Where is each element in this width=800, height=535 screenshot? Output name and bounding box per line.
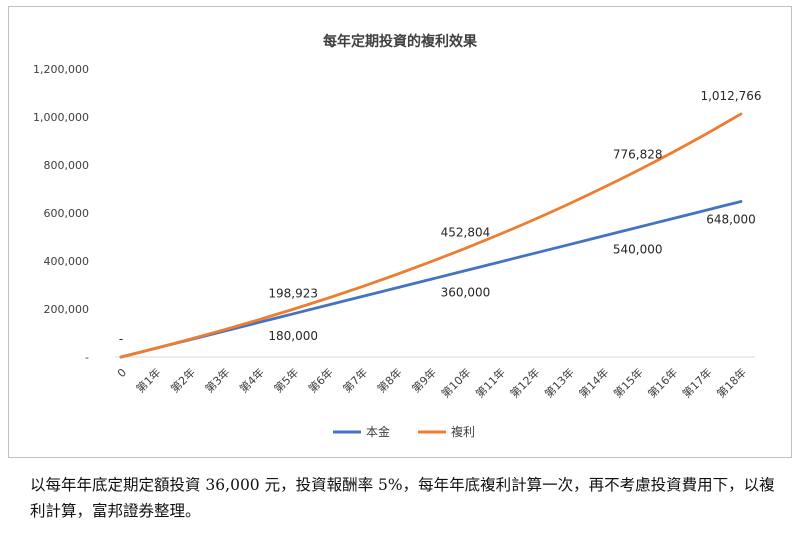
data-label: 180,000 xyxy=(268,329,318,343)
x-tick-label: 第2年 xyxy=(168,365,198,395)
series-line-1 xyxy=(119,112,743,359)
x-tick-label: 第3年 xyxy=(202,365,232,395)
legend-label-1: 複利 xyxy=(451,424,475,439)
data-label: 360,000 xyxy=(441,286,491,300)
x-tick-label: 第15年 xyxy=(610,365,645,400)
data-label: - xyxy=(119,332,123,346)
chart-caption: 以每年年底定期定額投資 36,000 元，投資報酬率 5%，每年年底複利計算一次… xyxy=(30,476,775,520)
legend: 本金 複利 xyxy=(333,424,475,439)
data-label: 648,000 xyxy=(706,212,756,226)
x-tick-label: 第1年 xyxy=(133,365,163,395)
data-labels: - 180,000 360,000 540,000 648,000 198,923 452,… xyxy=(119,89,762,346)
x-tick-label: 第13年 xyxy=(542,365,577,400)
data-label: 540,000 xyxy=(613,242,663,256)
x-tick-label: 0 xyxy=(115,366,129,380)
x-tick-label: 第5年 xyxy=(271,365,301,395)
x-tick-label: 第12年 xyxy=(507,365,542,400)
y-tick-label: 1,200,000 xyxy=(33,63,89,76)
x-tick-label: 第17年 xyxy=(679,365,714,400)
x-tick-label: 第4年 xyxy=(236,365,266,395)
y-tick-label: 400,000 xyxy=(44,255,90,268)
y-tick-label: 1,000,000 xyxy=(33,111,89,124)
x-axis: 0 第1年 第2年 第3年 第4年 第5年 第6年 第7年 第8年 第9年 第10年 第11年 第12年… xyxy=(115,356,755,401)
y-tick-label: - xyxy=(85,351,89,364)
legend-label-0: 本金 xyxy=(366,424,390,439)
chart-title: 每年定期投資的複利效果 xyxy=(323,33,478,50)
data-label: 452,804 xyxy=(441,225,491,239)
y-tick-label: 200,000 xyxy=(44,303,90,316)
x-tick-label: 第18年 xyxy=(714,365,749,400)
series-lines xyxy=(119,112,743,359)
x-tick-label: 第10年 xyxy=(438,365,473,400)
y-axis: - 200,000 400,000 600,000 800,000 1,000,000 1,… xyxy=(33,63,89,364)
y-tick-label: 800,000 xyxy=(44,159,90,172)
x-tick-label: 第14年 xyxy=(576,365,611,400)
x-tick-label: 第11年 xyxy=(473,365,508,400)
y-tick-label: 600,000 xyxy=(44,207,90,220)
chart-frame xyxy=(8,6,792,458)
data-label: 198,923 xyxy=(268,286,318,300)
data-label: 1,012,766 xyxy=(700,89,761,103)
x-tick-label: 第6年 xyxy=(305,365,335,395)
x-tick-label: 第9年 xyxy=(409,365,439,395)
chart: 每年定期投資的複利效果 - 200,000 400,000 600,000 800,00… xyxy=(33,33,762,439)
x-tick-label: 第7年 xyxy=(340,365,370,395)
x-tick-label: 第8年 xyxy=(374,365,404,395)
data-label: 776,828 xyxy=(613,148,663,162)
x-tick-label: 第16年 xyxy=(645,365,680,400)
